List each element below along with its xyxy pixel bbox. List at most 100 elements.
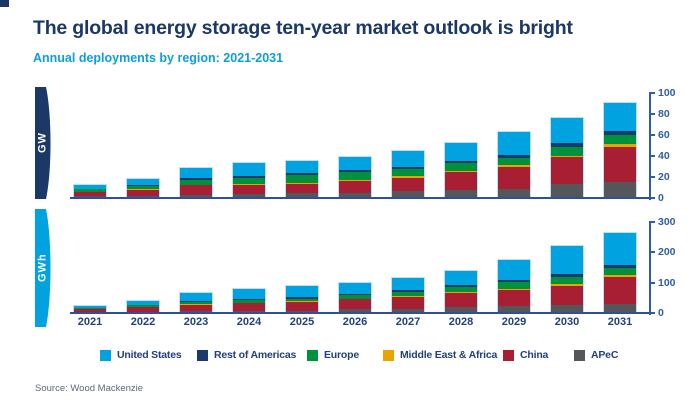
bar-gwh-2028 xyxy=(444,269,478,315)
segment-europe xyxy=(74,308,106,310)
segment-rest-of-americas xyxy=(339,169,371,172)
segment-china xyxy=(233,185,265,195)
year-label-2029: 2029 xyxy=(501,316,527,328)
year-label-2027: 2027 xyxy=(395,316,421,328)
gw-tick-mark-20 xyxy=(651,176,655,178)
segment-united-states xyxy=(74,305,106,309)
segment-middle-east-africa xyxy=(604,144,636,147)
segment-united-states xyxy=(551,246,583,274)
gwh-x-axis-line xyxy=(70,311,653,314)
segment-middle-east-africa xyxy=(339,179,371,181)
segment-apec xyxy=(339,309,371,313)
page-subtitle: Annual deployments by region: 2021-2031 xyxy=(33,51,284,65)
segment-apec xyxy=(551,304,583,313)
segment-rest-of-americas xyxy=(551,273,583,277)
year-label-2026: 2026 xyxy=(342,316,368,328)
segment-united-states xyxy=(392,278,424,291)
gw-tick-label-80: 80 xyxy=(658,108,670,120)
segment-united-states xyxy=(339,157,371,170)
year-label-2025: 2025 xyxy=(289,316,315,328)
legend-label-apec: APeC xyxy=(591,349,619,361)
legend-swatch-china xyxy=(503,349,514,361)
bar-gw-2027 xyxy=(391,149,425,200)
segment-united-states xyxy=(392,150,424,167)
segment-united-states xyxy=(233,288,265,299)
segment-middle-east-africa xyxy=(339,298,371,300)
gwh-tick-label-100: 100 xyxy=(658,276,676,289)
segment-rest-of-americas xyxy=(339,293,371,296)
gw-ribbon-shape xyxy=(35,87,51,199)
bar-gw-2022 xyxy=(126,178,160,199)
segment-apec xyxy=(445,189,477,198)
segment-china xyxy=(233,303,265,312)
segment-europe xyxy=(339,171,371,180)
legend-label-europe: Europe xyxy=(324,349,359,361)
segment-europe xyxy=(127,186,159,190)
bar-gw-2025 xyxy=(285,159,319,200)
legend-item-middle-east-africa: Middle East & Africa xyxy=(383,349,497,361)
segment-rest-of-americas xyxy=(180,178,212,180)
gw-tick-mark-0 xyxy=(651,197,655,199)
segment-china xyxy=(180,185,212,195)
gwh-tick-label-200: 200 xyxy=(658,246,676,259)
bar-gw-2029 xyxy=(497,130,531,200)
legend-swatch-middle-east-africa xyxy=(383,349,394,361)
bar-gwh-2030 xyxy=(550,245,584,314)
segment-china xyxy=(445,171,477,190)
segment-middle-east-africa xyxy=(392,176,424,178)
segment-apec xyxy=(339,192,371,198)
segment-europe xyxy=(180,179,212,185)
year-label-2022: 2022 xyxy=(130,316,156,328)
segment-china xyxy=(339,299,371,310)
segment-united-states xyxy=(127,179,159,186)
gw-tick-label-60: 60 xyxy=(658,129,670,141)
segment-apec xyxy=(445,306,477,313)
segment-middle-east-africa xyxy=(233,184,265,186)
segment-united-states xyxy=(498,259,530,280)
segment-middle-east-africa xyxy=(498,164,530,167)
segment-rest-of-americas xyxy=(604,265,636,268)
segment-united-states xyxy=(233,163,265,176)
segment-rest-of-americas xyxy=(604,130,636,136)
segment-middle-east-africa xyxy=(392,296,424,298)
year-label-2031: 2031 xyxy=(607,316,633,328)
segment-china xyxy=(551,157,583,185)
bar-gwh-2029 xyxy=(497,258,531,315)
segment-rest-of-americas xyxy=(498,154,530,158)
legend-swatch-europe xyxy=(307,349,318,361)
legend-item-united-states: United States xyxy=(100,349,182,361)
segment-china xyxy=(392,177,424,191)
segment-rest-of-americas xyxy=(498,279,530,283)
segment-china xyxy=(392,297,424,309)
legend-item-rest-of-americas: Rest of Americas xyxy=(197,349,296,361)
gwh-axis-ribbon: GWh xyxy=(35,209,53,327)
legend-swatch-united-states xyxy=(100,349,111,361)
segment-middle-east-africa xyxy=(551,155,583,158)
source-note: Source: Wood Mackenzie xyxy=(35,383,144,394)
bar-gwh-2023 xyxy=(179,292,213,314)
segment-rest-of-americas xyxy=(180,300,212,302)
legend-label-china: China xyxy=(520,349,549,361)
segment-europe xyxy=(604,135,636,145)
segment-apec xyxy=(498,306,530,313)
segment-rest-of-americas xyxy=(127,304,159,306)
segment-apec xyxy=(286,193,318,198)
segment-europe xyxy=(286,175,318,183)
segment-apec xyxy=(604,182,636,198)
gwh-tick-label-300: 300 xyxy=(658,216,676,228)
segment-rest-of-americas xyxy=(286,173,318,176)
segment-united-states xyxy=(445,270,477,285)
segment-china xyxy=(180,304,212,312)
segment-china xyxy=(127,189,159,196)
gwh-tick-mark-0 xyxy=(651,312,655,314)
legend-item-china: China xyxy=(503,349,548,361)
gw-tick-label-0: 0 xyxy=(658,192,664,204)
bar-gwh-2027 xyxy=(391,277,425,314)
gw-tick-label-100: 100 xyxy=(658,87,676,99)
segment-apec xyxy=(180,194,212,198)
segment-china xyxy=(74,309,106,313)
gw-tick-label-40: 40 xyxy=(658,150,670,162)
segment-rest-of-americas xyxy=(445,160,477,163)
gwh-tick-mark-100 xyxy=(651,281,655,284)
segment-united-states xyxy=(551,118,583,144)
